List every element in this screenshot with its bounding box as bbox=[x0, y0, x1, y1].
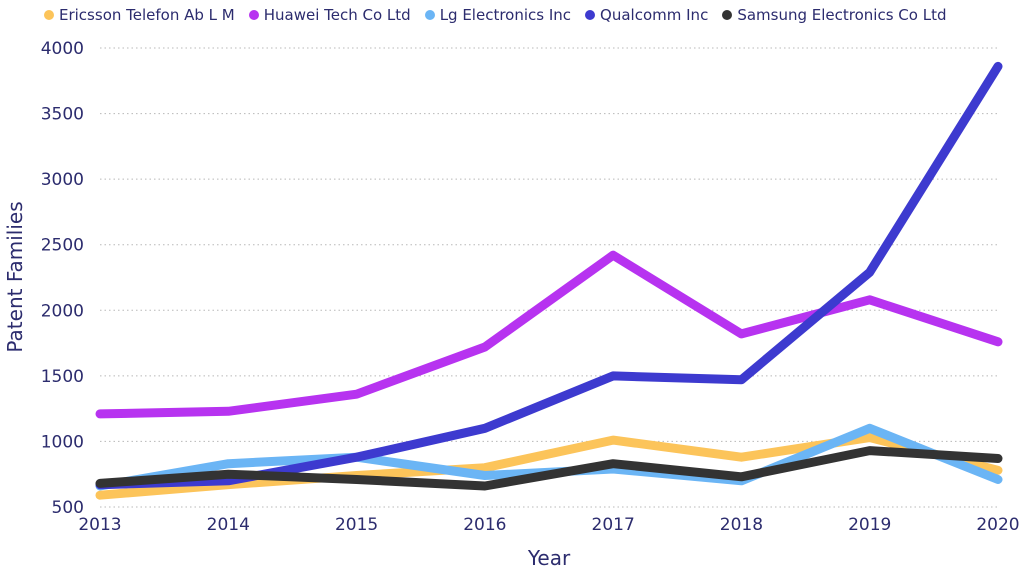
x-tick-label: 2019 bbox=[848, 515, 891, 535]
legend-item: Huawei Tech Co Ltd bbox=[248, 6, 411, 24]
legend-swatch bbox=[424, 10, 435, 20]
legend-item: Samsung Electronics Co Ltd bbox=[722, 6, 946, 24]
x-tick-label: 2014 bbox=[207, 515, 250, 535]
legend-item: Lg Electronics Inc bbox=[424, 6, 572, 24]
x-tick-label: 2018 bbox=[720, 515, 763, 535]
y-tick-label: 1500 bbox=[41, 367, 84, 387]
y-tick-label: 4000 bbox=[41, 39, 84, 59]
series-lines bbox=[95, 61, 1003, 500]
x-axis-title: Year bbox=[527, 546, 571, 570]
legend-swatch bbox=[44, 10, 54, 20]
y-tick-label: 3000 bbox=[41, 170, 84, 190]
legend-label: Qualcomm Inc bbox=[600, 6, 709, 24]
series-line-huawei-tech-co-ltd bbox=[95, 250, 1003, 419]
y-tick-label: 3500 bbox=[41, 105, 84, 125]
legend-swatch bbox=[585, 10, 596, 20]
y-axis-ticks: 500 1000 1500 2000 2500 3000 3500 4000 bbox=[41, 39, 84, 518]
x-tick-label: 2020 bbox=[976, 515, 1019, 535]
series-line-samsung-electronics-co-ltd bbox=[95, 446, 1003, 491]
legend-label: Huawei Tech Co Ltd bbox=[263, 6, 411, 24]
legend-label: Ericsson Telefon Ab L M bbox=[59, 6, 235, 24]
series-line-qualcomm-inc bbox=[95, 61, 1003, 490]
legend-label: Samsung Electronics Co Ltd bbox=[737, 6, 947, 24]
y-tick-label: 2500 bbox=[41, 236, 84, 256]
legend-swatch bbox=[722, 10, 733, 20]
y-tick-label: 1000 bbox=[41, 432, 84, 452]
y-axis-title: Patent Families bbox=[3, 201, 27, 352]
x-tick-label: 2015 bbox=[335, 515, 378, 535]
legend-item: Qualcomm Inc bbox=[585, 6, 708, 24]
x-tick-label: 2016 bbox=[463, 515, 506, 535]
x-tick-label: 2017 bbox=[592, 515, 635, 535]
legend-item: Ericsson Telefon Ab L M bbox=[44, 6, 235, 24]
x-tick-label: 2013 bbox=[78, 515, 121, 535]
x-axis-ticks: 2013 2014 2015 2016 2017 2018 2019 2020 bbox=[78, 515, 1019, 535]
y-tick-label: 500 bbox=[52, 498, 84, 518]
chart-legend: Ericsson Telefon Ab L M Huawei Tech Co Lt… bbox=[44, 6, 946, 24]
legend-swatch bbox=[248, 10, 259, 20]
y-tick-label: 2000 bbox=[41, 301, 84, 321]
legend-label: Lg Electronics Inc bbox=[439, 6, 572, 24]
